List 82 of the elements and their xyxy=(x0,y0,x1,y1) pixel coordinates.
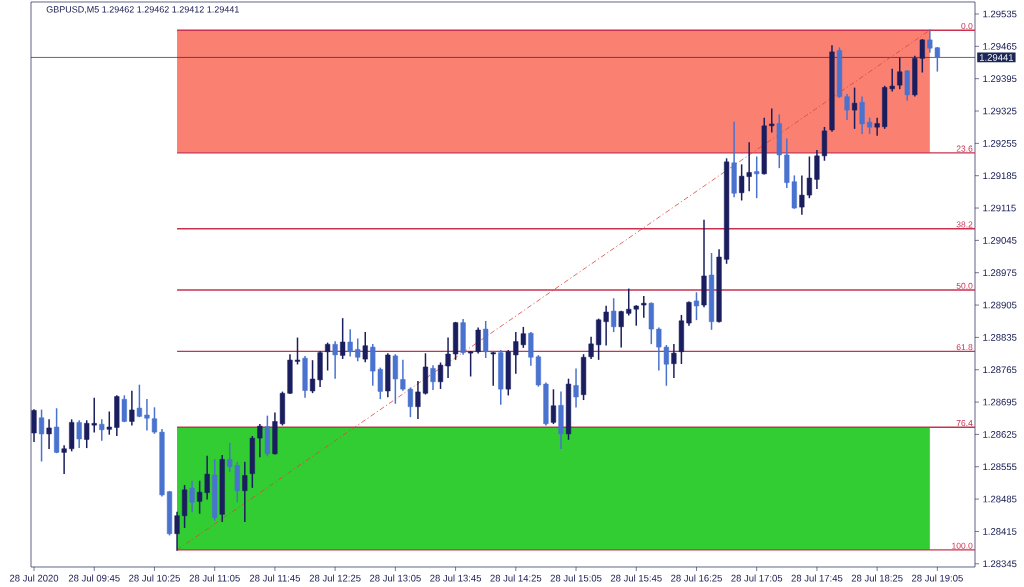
ref-line-label: 1.29441 xyxy=(979,54,1014,61)
candlestick xyxy=(362,332,368,363)
candlestick xyxy=(490,351,496,386)
y-tick-label: 1.29395 xyxy=(983,75,1017,83)
candlestick xyxy=(325,342,331,371)
candlestick xyxy=(754,156,760,199)
chart-title: GBPUSD,M5 1.29462 1.29462 1.29412 1.29441 xyxy=(46,6,239,14)
ref-line-label: 23.6 xyxy=(956,145,973,152)
candlestick xyxy=(347,329,353,357)
x-tick-label: 28 Jul 11:05 xyxy=(189,574,240,582)
x-tick-label: 28 Jul 12:25 xyxy=(309,574,361,582)
candlestick xyxy=(693,292,700,321)
candlestick xyxy=(76,420,82,449)
x-tick-label: 28 Jul 16:25 xyxy=(671,574,722,582)
candlestick xyxy=(588,336,594,359)
candlestick xyxy=(671,344,677,378)
y-tick-label: 1.29465 xyxy=(983,42,1017,50)
y-tick-label: 1.29115 xyxy=(983,204,1016,212)
ref-line-label: 38.2 xyxy=(956,221,973,228)
candlestick xyxy=(573,368,579,408)
ref-line-label: 76.4 xyxy=(956,420,973,427)
ref-line-label: 100.0 xyxy=(952,542,973,549)
candlestick xyxy=(874,117,880,136)
y-tick-label: 1.29185 xyxy=(983,172,1017,180)
ref-line-label: 50.0 xyxy=(956,282,973,289)
y-tick-label: 1.28975 xyxy=(983,269,1017,277)
candlestick xyxy=(355,338,361,362)
y-tick-label: 1.28485 xyxy=(983,495,1017,503)
x-tick-label: 28 Jul 2020 xyxy=(9,574,59,582)
x-tick-label: 28 Jul 10:25 xyxy=(129,574,180,582)
ref-line-label: 61.8 xyxy=(956,344,973,351)
x-tick-label: 28 Jul 15:45 xyxy=(610,574,662,582)
candlestick xyxy=(61,445,67,474)
x-tick-label: 28 Jul 19:05 xyxy=(911,574,963,582)
x-tick-label: 28 Jul 09:45 xyxy=(68,574,120,582)
x-tick-label: 28 Jul 17:05 xyxy=(731,574,783,582)
candlestick xyxy=(129,390,135,426)
y-tick-label: 1.29045 xyxy=(983,237,1017,244)
candlestick xyxy=(392,354,398,404)
ref-line-label: 0.0 xyxy=(961,22,973,29)
y-tick-label: 1.28695 xyxy=(983,398,1017,406)
x-tick-label: 28 Jul 13:05 xyxy=(369,574,421,582)
y-tick-label: 1.28765 xyxy=(983,366,1017,374)
candlestick xyxy=(618,310,624,348)
candlestick xyxy=(550,389,557,425)
candlestick xyxy=(242,461,248,523)
candlestick xyxy=(38,409,45,462)
x-tick-label: 28 Jul 15:05 xyxy=(550,574,602,582)
candlestick xyxy=(611,298,617,333)
candlestick xyxy=(99,419,105,441)
candlestick xyxy=(189,480,195,513)
candlestick xyxy=(483,320,489,359)
candlestick xyxy=(430,365,436,390)
candlestick xyxy=(121,395,127,423)
y-tick-label: 1.28555 xyxy=(983,463,1017,471)
y-tick-label: 1.28345 xyxy=(983,560,1017,568)
x-tick-label: 28 Jul 13:45 xyxy=(430,574,482,582)
y-tick-label: 1.29535 xyxy=(983,10,1017,18)
candlestick xyxy=(46,419,52,450)
candlestick xyxy=(859,96,865,134)
x-tick-label: 28 Jul 14:25 xyxy=(490,574,542,582)
x-tick-label: 28 Jul 18:25 xyxy=(851,574,903,582)
candlestick xyxy=(340,318,346,359)
candlestick xyxy=(641,295,647,318)
y-tick-label: 1.28905 xyxy=(983,301,1017,309)
y-tick-label: 1.28625 xyxy=(983,431,1017,438)
candlestick xyxy=(174,511,180,551)
y-tick-label: 1.29255 xyxy=(983,140,1017,147)
candlestick xyxy=(686,301,692,326)
candlestick xyxy=(851,87,858,129)
candlestick xyxy=(257,423,263,458)
y-tick-label: 1.28835 xyxy=(983,334,1017,341)
y-tick-label: 1.29325 xyxy=(983,107,1017,115)
x-tick-label: 28 Jul 17:45 xyxy=(791,574,843,582)
candlestick xyxy=(332,341,338,379)
candlestick xyxy=(844,94,850,121)
candlestick xyxy=(136,384,142,418)
candlestick xyxy=(294,337,301,365)
y-tick-label: 1.28415 xyxy=(983,528,1017,535)
candlestick xyxy=(769,108,775,133)
candlestick xyxy=(106,411,112,435)
x-tick-label: 28 Jul 11:45 xyxy=(249,574,301,582)
